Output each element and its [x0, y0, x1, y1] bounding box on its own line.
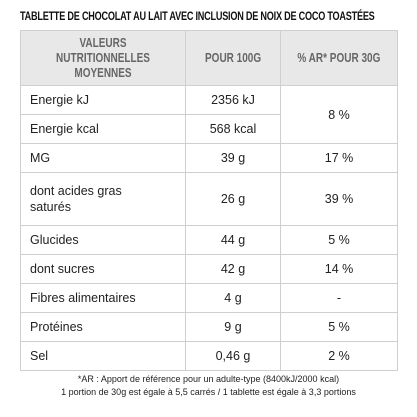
- cell-text: Energie kcal: [30, 122, 99, 136]
- table-row: MG 39 g 17 %: [20, 143, 398, 173]
- cell-text: 17 %: [324, 151, 354, 165]
- value-ar: 2 %: [280, 341, 398, 371]
- value-per-100g: 42 g: [185, 254, 281, 284]
- nutrient-label: dont sucres: [20, 254, 186, 284]
- cell-text: Sel: [30, 349, 49, 363]
- cell-text: 9 g: [224, 320, 242, 334]
- table-row: Energie kcal 568 kcal: [20, 114, 398, 144]
- title: TABLETTE DE CHOCOLAT AU LAIT AVEC INCLUS…: [20, 9, 375, 23]
- cell-text: 5 %: [328, 233, 350, 247]
- value-per-100g: 568 kcal: [185, 114, 281, 144]
- column-header-text: VALEURS NUTRITIONNELLES MOYENNES: [56, 35, 150, 80]
- value-per-100g: 26 g: [185, 172, 281, 226]
- cell-text: 26 g: [220, 192, 246, 206]
- column-header: VALEURS NUTRITIONNELLES MOYENNES: [20, 30, 186, 86]
- value-per-100g: 39 g: [185, 143, 281, 173]
- cell-text: 39 g: [220, 151, 246, 165]
- cell-text: 5 %: [328, 320, 350, 334]
- nutrient-label: Fibres alimentaires: [20, 283, 186, 313]
- cell-text: 2356 kJ: [211, 93, 255, 107]
- value-ar: 14 %: [280, 254, 398, 284]
- cell-text: Fibres alimentaires: [30, 291, 136, 305]
- value-ar: 39 %: [280, 172, 398, 226]
- cell-text: 42 g: [220, 262, 246, 276]
- cell-text: 8 %: [328, 107, 350, 122]
- nutrient-label: Glucides: [20, 225, 186, 255]
- table-row: Energie kJ 2356 kJ 8 %: [20, 85, 398, 144]
- column-header: % AR* POUR 30G: [280, 30, 398, 86]
- value-ar: 8 %: [280, 85, 398, 144]
- column-header-text: POUR 100G: [204, 50, 262, 65]
- cell-text: Glucides: [30, 233, 79, 247]
- cell-text: dont sucres: [30, 262, 95, 276]
- table-row: dont sucres 42 g 14 %: [20, 254, 398, 284]
- nutrition-table: VALEURS NUTRITIONNELLES MOYENNES POUR 100…: [20, 30, 398, 371]
- value-per-100g: 9 g: [185, 312, 281, 342]
- value-per-100g: 44 g: [185, 225, 281, 255]
- table-body: Energie kJ 2356 kJ 8 % Energie kcal 568 kcal…: [20, 85, 398, 371]
- cell-text: 39 %: [324, 192, 354, 206]
- cell-text: 2 %: [328, 349, 350, 363]
- cell-text: Protéines: [30, 320, 83, 334]
- nutrient-label: Sel: [20, 341, 186, 371]
- value-ar: 5 %: [280, 225, 398, 255]
- value-ar: 17 %: [280, 143, 398, 173]
- column-header: POUR 100G: [185, 30, 281, 86]
- footnote: *AR : Apport de référence pour un adulte…: [77, 374, 340, 384]
- table-row: Glucides 44 g 5 %: [20, 225, 398, 255]
- value-ar: 5 %: [280, 312, 398, 342]
- table-row: dont acides gras saturés 26 g 39 %: [20, 172, 398, 226]
- cell-text: -: [336, 291, 342, 305]
- value-per-100g: 0,46 g: [185, 341, 281, 371]
- column-header-text: % AR* POUR 30G: [297, 50, 381, 65]
- cell-text: 0,46 g: [215, 349, 251, 363]
- cell-text: 14 %: [324, 262, 354, 276]
- footnote: 1 portion de 30g est égale à 5,5 carrés …: [61, 387, 356, 397]
- value-per-100g: 2356 kJ: [185, 85, 281, 115]
- table-row: Fibres alimentaires 4 g -: [20, 283, 398, 313]
- cell-text: Energie kJ: [30, 93, 90, 107]
- header-row: VALEURS NUTRITIONNELLES MOYENNES POUR 100…: [20, 30, 398, 86]
- nutrient-label: Protéines: [20, 312, 186, 342]
- table-row: Protéines 9 g 5 %: [20, 312, 398, 342]
- nutrient-label: MG: [20, 143, 186, 173]
- footnotes: *AR : Apport de référence pour un adulte…: [0, 373, 417, 399]
- cell-text: 4 g: [224, 291, 242, 305]
- cell-text: MG: [30, 151, 51, 165]
- value-ar: -: [280, 283, 398, 313]
- cell-text: dont acides gras saturés: [30, 184, 122, 214]
- cell-text: 44 g: [220, 233, 246, 247]
- nutrient-label: Energie kJ: [20, 85, 186, 115]
- cell-text: 568 kcal: [209, 122, 257, 136]
- nutrient-label: dont acides gras saturés: [20, 172, 186, 226]
- nutrient-label: Energie kcal: [20, 114, 186, 144]
- table-row: Sel 0,46 g 2 %: [20, 341, 398, 371]
- value-per-100g: 4 g: [185, 283, 281, 313]
